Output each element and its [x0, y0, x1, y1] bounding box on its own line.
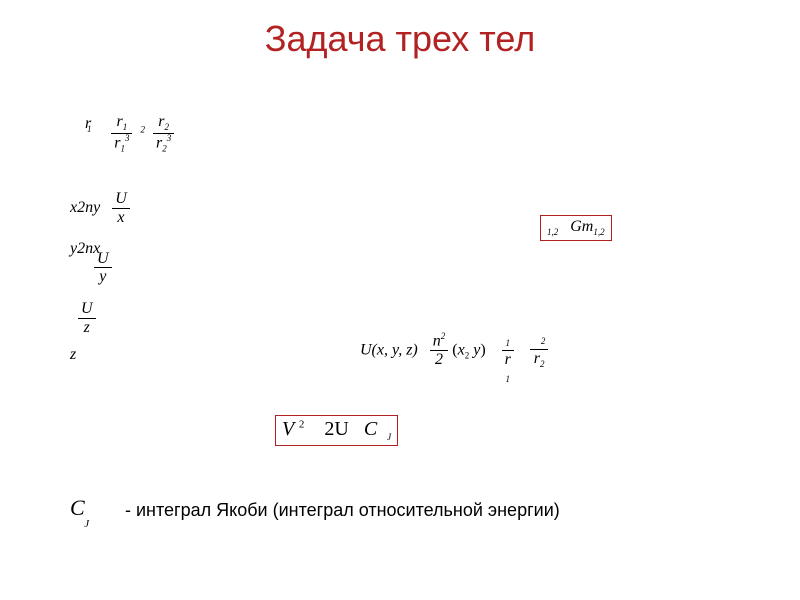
s2: 2	[541, 336, 546, 346]
U: U	[97, 250, 109, 267]
dp: 3	[125, 133, 130, 143]
J: J	[84, 518, 89, 530]
s1: 1	[506, 338, 511, 348]
formula-eom-y: y2nx U y	[70, 240, 112, 294]
formula-eom-x: x2ny U x	[70, 190, 130, 226]
r: r	[505, 351, 511, 368]
formula-eom-z: U z z	[70, 300, 96, 364]
frac-dUdx: U x	[112, 190, 130, 226]
n: n	[433, 333, 441, 350]
s1b: 1	[506, 374, 511, 384]
frac-dUdy: U y	[94, 250, 112, 286]
formula-mu-def: 1,2 Gm1,2	[540, 215, 612, 241]
z-line: z	[70, 346, 96, 364]
J: J	[387, 432, 391, 442]
frac-r2: r2 r23	[153, 95, 174, 154]
U: U	[81, 300, 93, 317]
z: z	[70, 346, 76, 363]
x2: x	[458, 341, 465, 358]
frac-mu2-r2: 2 r2	[530, 331, 549, 370]
slide: Задача трех тел r r1 r13 2 r2 r23 1 x2ny…	[0, 0, 800, 600]
formula-potential: U(x, y, z) n2 2 (x2 y) 1 r1 2 r2	[360, 315, 548, 386]
lhs: x2ny	[70, 199, 100, 216]
coef2: 2	[140, 124, 145, 134]
caption-text: - интеграл Якоби (интеграл относительной…	[125, 500, 560, 521]
page-title: Задача трех тел	[0, 18, 800, 60]
V: V	[282, 418, 294, 440]
y: y	[99, 268, 106, 285]
cj-symbol: C J	[70, 495, 95, 521]
two: 2	[430, 351, 449, 369]
boxed-jacobi: V 2 2U C J	[275, 415, 398, 446]
frac-r1: r1 r13	[111, 95, 132, 154]
boxed-mu: 1,2 Gm1,2	[540, 215, 612, 241]
s: 1	[123, 122, 128, 132]
sub-12: 1,2	[547, 227, 558, 237]
ds: 1	[120, 143, 125, 153]
U: U	[115, 190, 127, 207]
frac-n2-2: n2 2	[430, 332, 449, 369]
frac-dUdz: U z	[78, 300, 96, 336]
dp: 3	[167, 133, 172, 143]
formula-jacobi: V 2 2U C J	[275, 415, 398, 446]
sub1: 1	[87, 125, 92, 135]
s2b: 2	[540, 359, 545, 369]
Ulhs: U(x, y, z)	[360, 341, 418, 358]
sq: 2	[441, 331, 446, 341]
twoU: 2U	[324, 418, 348, 440]
formula-newton: r r1 r13 2 r2 r23 1	[85, 95, 174, 154]
C: C	[70, 495, 85, 520]
Gm: Gm	[570, 218, 593, 235]
sub-12b: 1,2	[593, 227, 604, 237]
frac-mu1-r1: 1 r 1	[502, 315, 514, 386]
x: x	[117, 209, 124, 226]
s: 2	[164, 122, 169, 132]
C: C	[364, 418, 377, 440]
ds: 2	[162, 143, 167, 153]
z: z	[84, 319, 90, 336]
sq: 2	[299, 418, 305, 430]
